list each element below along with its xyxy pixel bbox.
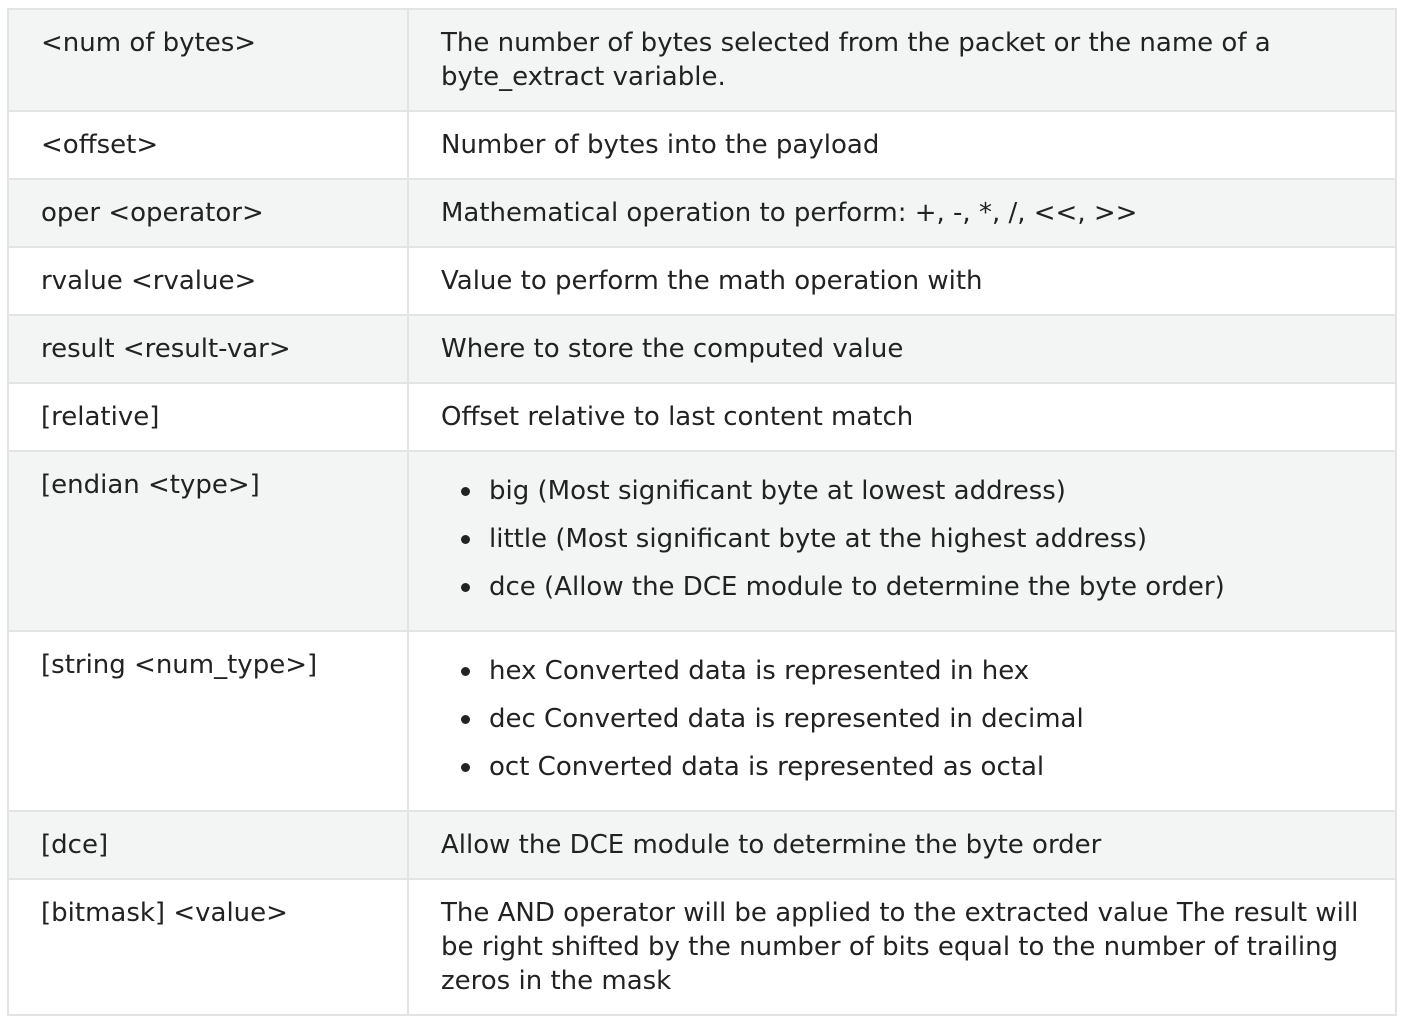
list-item: little (Most significant byte at the hig… [457, 522, 1363, 556]
option-name: [string <num_type>] [7, 630, 409, 812]
list-item: big (Most significant byte at lowest add… [457, 474, 1363, 508]
list-item-text: hex Converted data is represented in hex [489, 656, 1030, 686]
bullet-icon [461, 535, 470, 544]
option-description: Number of bytes into the payload [407, 110, 1397, 180]
table-row: [endian <type>] big (Most significant by… [7, 450, 1397, 632]
options-table: <num of bytes> The number of bytes selec… [7, 8, 1397, 1016]
list-item-text: big (Most significant byte at lowest add… [489, 476, 1066, 506]
string-options-list: hex Converted data is represented in hex… [441, 654, 1363, 784]
option-name: <num of bytes> [7, 8, 409, 112]
option-name: result <result-var> [7, 314, 409, 384]
list-item: dce (Allow the DCE module to determine t… [457, 570, 1363, 604]
list-item-text: oct Converted data is represented as oct… [489, 752, 1045, 782]
table-row: [bitmask] <value> The AND operator will … [7, 878, 1397, 1016]
table-row: [dce] Allow the DCE module to determine … [7, 810, 1397, 880]
list-item-text: dec Converted data is represented in dec… [489, 704, 1084, 734]
option-description: Value to perform the math operation with [407, 246, 1397, 316]
option-description: Allow the DCE module to determine the by… [407, 810, 1397, 880]
option-name: rvalue <rvalue> [7, 246, 409, 316]
option-name: [dce] [7, 810, 409, 880]
option-description: Where to store the computed value [407, 314, 1397, 384]
table-row: oper <operator> Mathematical operation t… [7, 178, 1397, 248]
table-row: <num of bytes> The number of bytes selec… [7, 8, 1397, 112]
table-row: [string <num_type>] hex Converted data i… [7, 630, 1397, 812]
list-item: dec Converted data is represented in dec… [457, 702, 1363, 736]
option-description: hex Converted data is represented in hex… [407, 630, 1397, 812]
table-row: rvalue <rvalue> Value to perform the mat… [7, 246, 1397, 316]
list-item-text: little (Most significant byte at the hig… [489, 524, 1147, 554]
option-name: oper <operator> [7, 178, 409, 248]
table-row: [relative] Offset relative to last conte… [7, 382, 1397, 452]
option-description: The number of bytes selected from the pa… [407, 8, 1397, 112]
option-name: [bitmask] <value> [7, 878, 409, 1016]
option-description: Mathematical operation to perform: +, -,… [407, 178, 1397, 248]
list-item: oct Converted data is represented as oct… [457, 750, 1363, 784]
endian-options-list: big (Most significant byte at lowest add… [441, 474, 1363, 604]
bullet-icon [461, 583, 470, 592]
bullet-icon [461, 763, 470, 772]
table-row: <offset> Number of bytes into the payloa… [7, 110, 1397, 180]
bullet-icon [461, 667, 470, 676]
bullet-icon [461, 487, 470, 496]
list-item: hex Converted data is represented in hex [457, 654, 1363, 688]
option-name: [endian <type>] [7, 450, 409, 632]
table-row: result <result-var> Where to store the c… [7, 314, 1397, 384]
option-name: [relative] [7, 382, 409, 452]
list-item-text: dce (Allow the DCE module to determine t… [489, 572, 1225, 602]
option-description: big (Most significant byte at lowest add… [407, 450, 1397, 632]
option-description: Offset relative to last content match [407, 382, 1397, 452]
bullet-icon [461, 715, 470, 724]
option-description: The AND operator will be applied to the … [407, 878, 1397, 1016]
option-name: <offset> [7, 110, 409, 180]
